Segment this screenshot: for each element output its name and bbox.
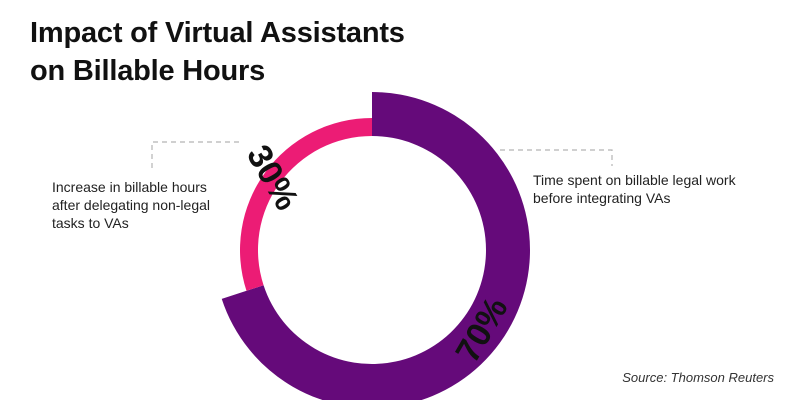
description-line: Increase in billable hours xyxy=(52,179,207,195)
slice-description-billable-work: Time spent on billable legal work before… xyxy=(533,171,763,207)
description-line: after delegating non-legal xyxy=(52,197,211,213)
description-line: before integrating VAs xyxy=(533,190,671,206)
donut-slice xyxy=(221,92,530,400)
chart-title-line-2: on Billable Hours xyxy=(30,55,266,87)
source-note: Source: Thomson Reuters xyxy=(622,370,774,385)
slice-description-increase: Increase in billable hours after delegat… xyxy=(52,178,242,232)
chart-title: Impact of Virtual Assistants on Billable… xyxy=(30,14,405,90)
donut-slice xyxy=(240,118,372,291)
leader-line xyxy=(151,141,240,168)
description-line: Time spent on billable legal work xyxy=(533,172,736,188)
chart-title-line-1: Impact of Virtual Assistants xyxy=(30,17,405,49)
description-line: tasks to VAs xyxy=(52,215,129,231)
leader-line xyxy=(500,149,613,166)
